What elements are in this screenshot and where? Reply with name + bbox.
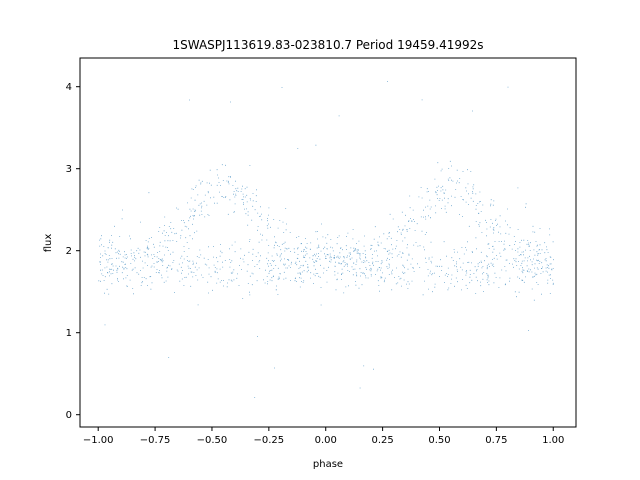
x-tick-label: 0.75 [485, 435, 507, 446]
y-tick-label: 3 [66, 164, 72, 175]
x-axis: −1.00 −0.75 −0.50 −0.25 0.00 0.25 0.50 0.75 1.00 [83, 427, 564, 446]
scatter-point-cloud [98, 81, 554, 398]
y-tick-label: 2 [66, 246, 72, 257]
y-tick-label: 4 [66, 82, 72, 93]
x-tick-label: −0.50 [197, 435, 228, 446]
x-tick-label: −1.00 [83, 435, 114, 446]
y-axis: 0 1 2 3 4 [66, 82, 80, 421]
scatter-points [98, 81, 554, 398]
x-axis-label: phase [313, 459, 343, 470]
x-tick-label: 1.00 [542, 435, 564, 446]
y-tick-label: 1 [66, 328, 72, 339]
plot-frame [79, 57, 577, 428]
x-tick-label: 0.25 [371, 435, 393, 446]
y-axis-label: flux [43, 234, 54, 253]
x-tick-label: −0.75 [140, 435, 171, 446]
chart-title: 1SWASPJ113619.83-023810.7 Period 19459.4… [172, 38, 483, 52]
x-tick-label: 0.00 [315, 435, 337, 446]
x-tick-label: 0.50 [428, 435, 450, 446]
y-tick-label: 0 [66, 410, 72, 421]
x-tick-label: −0.25 [254, 435, 285, 446]
